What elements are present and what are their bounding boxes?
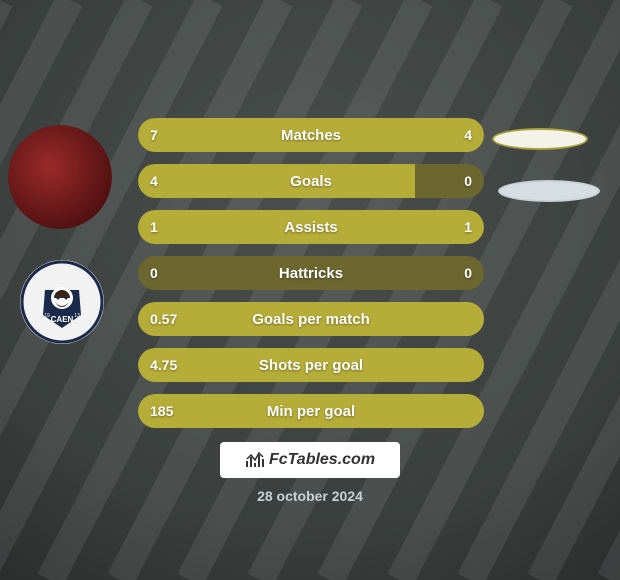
svg-text:19: 19: [44, 313, 50, 319]
fctables-logo: FcTables.com: [220, 442, 400, 478]
stat-row: 40Goals: [138, 164, 484, 198]
stat-row: 0.57Goals per match: [138, 302, 484, 336]
player2-badge: [498, 180, 600, 202]
player1-avatar: [8, 125, 112, 229]
stat-row: 00Hattricks: [138, 256, 484, 290]
stat-label: Min per goal: [138, 394, 484, 428]
stats-bars: 74Matches 40Goals 11Assists 00Hattricks 0.57…: [138, 118, 484, 440]
date-text: 28 october 2024: [0, 488, 620, 504]
stat-label: Goals: [138, 164, 484, 198]
brand-text: FcTables.com: [269, 451, 375, 469]
stat-row: 185Min per goal: [138, 394, 484, 428]
svg-text:13: 13: [74, 313, 80, 319]
stat-row: 74Matches: [138, 118, 484, 152]
stat-label: Hattricks: [138, 256, 484, 290]
player2-avatar: CAEN 19 13: [20, 260, 104, 344]
stat-label: Shots per goal: [138, 348, 484, 382]
stat-label: Matches: [138, 118, 484, 152]
stat-row: 11Assists: [138, 210, 484, 244]
player1-badge: [492, 128, 588, 150]
stat-label: Goals per match: [138, 302, 484, 336]
stat-label: Assists: [138, 210, 484, 244]
svg-text:CAEN: CAEN: [51, 315, 74, 324]
stat-row: 4.75Shots per goal: [138, 348, 484, 382]
